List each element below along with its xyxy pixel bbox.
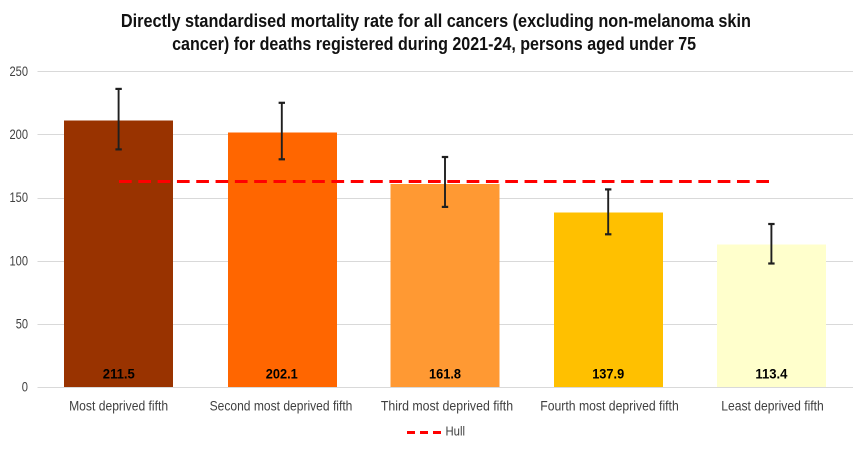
svg-text:202.1: 202.1 — [266, 366, 298, 382]
svg-text:200: 200 — [10, 127, 29, 142]
svg-text:150: 150 — [10, 190, 29, 205]
svg-text:137.9: 137.9 — [592, 366, 624, 382]
svg-text:50: 50 — [16, 316, 28, 331]
svg-text:Directly standardised mortali: Directly standardised mortality rate for… — [121, 11, 751, 31]
svg-text:211.5: 211.5 — [103, 366, 135, 382]
svg-text:Third most deprived fifth: Third most deprived fifth — [381, 399, 513, 414]
svg-text:161.8: 161.8 — [429, 366, 461, 382]
svg-text:113.4: 113.4 — [755, 366, 787, 382]
svg-text:100: 100 — [10, 253, 29, 268]
svg-text:cancer) for deaths registered: cancer) for deaths registered during 202… — [172, 34, 696, 54]
svg-text:0: 0 — [22, 380, 28, 395]
svg-text:250: 250 — [10, 64, 29, 79]
svg-text:Hull: Hull — [446, 425, 466, 439]
svg-text:Least deprived fifth: Least deprived fifth — [721, 399, 824, 414]
svg-text:Most deprived fifth: Most deprived fifth — [69, 399, 168, 414]
svg-text:Second most deprived fifth: Second most deprived fifth — [210, 399, 353, 414]
svg-text:Fourth most deprived fifth: Fourth most deprived fifth — [540, 399, 679, 414]
